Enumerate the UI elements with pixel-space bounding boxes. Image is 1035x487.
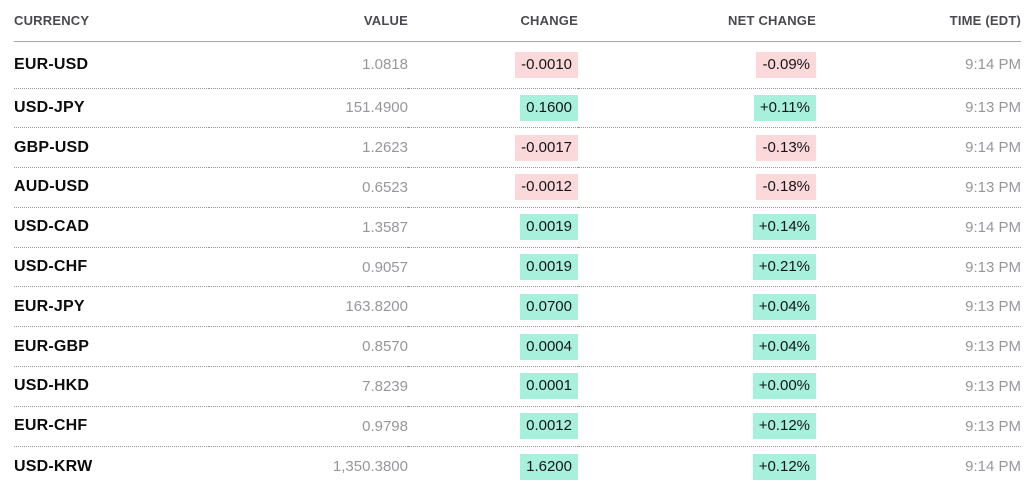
change-badge: 0.0700 — [520, 293, 578, 320]
change-cell: 0.0700 — [408, 286, 578, 328]
table-row: USD-CAD 1.3587 0.0019 +0.14% 9:14 PM — [14, 207, 1021, 248]
table-row: EUR-GBP 0.8570 0.0004 +0.04% 9:13 PM — [14, 326, 1021, 368]
currency-ticker[interactable]: EUR-GBP — [14, 326, 209, 368]
currency-ticker[interactable]: USD-JPY — [14, 88, 209, 129]
net-change-badge: -0.13% — [756, 134, 816, 161]
net-change-badge: -0.18% — [756, 174, 816, 201]
change-badge: 0.0019 — [520, 214, 578, 241]
value-cell: 1.3587 — [209, 207, 408, 248]
net-change-cell: +0.12% — [578, 446, 816, 487]
net-change-cell: +0.21% — [578, 247, 816, 288]
column-header-time: TIME (EDT) — [816, 0, 1021, 42]
change-cell: -0.0012 — [408, 167, 578, 208]
currency-ticker[interactable]: USD-KRW — [14, 457, 93, 475]
change-cell: 0.0012 — [408, 406, 578, 447]
currency-ticker[interactable]: USD-CHF — [14, 247, 209, 288]
table-row: USD-HKD 7.8239 0.0001 +0.00% 9:13 PM — [14, 366, 1021, 407]
change-cell: -0.0010 — [408, 41, 578, 89]
table-row: EUR-JPY 163.8200 0.0700 +0.04% 9:13 PM — [14, 286, 1021, 328]
time-cell: 9:14 PM — [816, 41, 1021, 89]
time-cell: 9:14 PM — [965, 458, 1021, 476]
currency-ticker[interactable]: USD-HKD — [14, 366, 209, 407]
table-row: AUD-USD 0.6523 -0.0012 -0.18% 9:13 PM — [14, 167, 1021, 208]
net-change-cell: +0.04% — [578, 286, 816, 328]
change-badge: 0.0019 — [520, 254, 578, 281]
table-row: USD-CHF 0.9057 0.0019 +0.21% 9:13 PM — [14, 247, 1021, 288]
net-change-badge: +0.00% — [752, 373, 816, 400]
value-cell: 1,350.3800 — [332, 458, 408, 476]
time-cell: 9:13 PM — [816, 167, 1021, 208]
net-change-cell: +0.00% — [578, 366, 816, 407]
change-cell: 1.6200 — [408, 446, 578, 487]
change-cell: 0.1600 — [408, 88, 578, 129]
change-cell: -0.0017 — [408, 127, 578, 169]
time-cell: 9:14 PM — [816, 127, 1021, 169]
value-cell: 151.4900 — [209, 88, 408, 129]
net-change-cell: +0.14% — [578, 207, 816, 248]
change-cell: 0.0019 — [408, 207, 578, 248]
currency-ticker[interactable]: EUR-USD — [14, 41, 209, 89]
net-change-cell: -0.18% — [578, 167, 816, 208]
value-cell: 163.8200 — [209, 286, 408, 328]
time-cell: 9:13 PM — [816, 366, 1021, 407]
currency-ticker[interactable]: AUD-USD — [14, 167, 209, 208]
value-cell: 1.2623 — [209, 127, 408, 169]
change-badge: 0.0012 — [520, 413, 578, 440]
net-change-badge: +0.04% — [752, 333, 816, 360]
time-cell: 9:13 PM — [816, 247, 1021, 288]
time-cell: 9:13 PM — [816, 406, 1021, 447]
column-header-net-change: NET CHANGE — [578, 0, 816, 42]
column-header-currency: CURRENCY — [14, 0, 209, 42]
currency-ticker[interactable]: GBP-USD — [14, 127, 209, 169]
table-row: EUR-CHF 0.9798 0.0012 +0.12% 9:13 PM — [14, 406, 1021, 447]
currencies-table: CURRENCY VALUE CHANGE NET CHANGE TIME (E… — [14, 0, 1021, 487]
change-badge: 0.0004 — [520, 333, 578, 360]
net-change-cell: -0.09% — [578, 41, 816, 89]
net-change-badge: +0.11% — [753, 94, 816, 121]
time-cell: 9:13 PM — [816, 326, 1021, 368]
table-row: EUR-USD 1.0818 -0.0010 -0.09% 9:14 PM — [14, 41, 1021, 89]
change-cell: 0.0001 — [408, 366, 578, 407]
change-badge: 1.6200 — [520, 453, 578, 480]
change-badge: -0.0012 — [515, 174, 578, 201]
table-row: USD-JPY 151.4900 0.1600 +0.11% 9:13 PM — [14, 88, 1021, 129]
column-header-change: CHANGE — [408, 0, 578, 42]
net-change-cell: +0.11% — [578, 88, 816, 129]
change-badge: 0.0001 — [520, 373, 578, 400]
currency-ticker[interactable]: USD-CAD — [14, 207, 209, 248]
time-cell: 9:13 PM — [816, 286, 1021, 328]
time-cell: 9:13 PM — [816, 88, 1021, 129]
change-cell: 0.0004 — [408, 326, 578, 368]
change-badge: -0.0017 — [515, 134, 578, 161]
table-row: GBP-USD 1.2623 -0.0017 -0.13% 9:14 PM — [14, 127, 1021, 169]
net-change-badge: +0.12% — [752, 453, 816, 480]
header-row: CURRENCY VALUE CHANGE NET CHANGE TIME (E… — [14, 0, 1021, 42]
currencies-table-container: CURRENCY VALUE CHANGE NET CHANGE TIME (E… — [14, 0, 1021, 487]
table-row: USD-KRW 1,350.3800 1.6200 +0.12% 9:14 PM — [14, 446, 1021, 487]
time-cell: 9:14 PM — [816, 207, 1021, 248]
currency-ticker[interactable]: EUR-CHF — [14, 406, 209, 447]
value-cell: 0.9798 — [209, 406, 408, 447]
change-badge: 0.1600 — [520, 94, 578, 121]
net-change-cell: -0.13% — [578, 127, 816, 169]
value-cell: 0.9057 — [209, 247, 408, 288]
net-change-badge: +0.12% — [752, 413, 816, 440]
value-cell: 1.0818 — [209, 41, 408, 89]
value-cell: 7.8239 — [209, 366, 408, 407]
net-change-cell: +0.04% — [578, 326, 816, 368]
value-cell: 0.8570 — [209, 326, 408, 368]
column-header-value: VALUE — [209, 0, 408, 42]
change-badge: -0.0010 — [515, 51, 578, 78]
change-cell: 0.0019 — [408, 247, 578, 288]
net-change-cell: +0.12% — [578, 406, 816, 447]
net-change-badge: +0.21% — [752, 254, 816, 281]
net-change-badge: +0.14% — [752, 214, 816, 241]
value-cell: 0.6523 — [209, 167, 408, 208]
net-change-badge: +0.04% — [752, 293, 816, 320]
net-change-badge: -0.09% — [756, 51, 816, 78]
currency-ticker[interactable]: EUR-JPY — [14, 286, 209, 328]
